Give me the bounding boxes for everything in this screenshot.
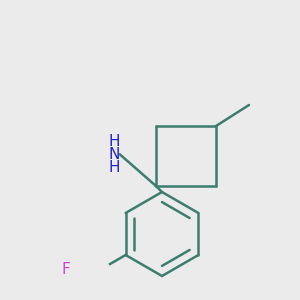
Text: F: F	[61, 262, 70, 278]
Text: H: H	[108, 134, 120, 148]
Text: H: H	[108, 160, 120, 175]
Text: N: N	[108, 147, 120, 162]
